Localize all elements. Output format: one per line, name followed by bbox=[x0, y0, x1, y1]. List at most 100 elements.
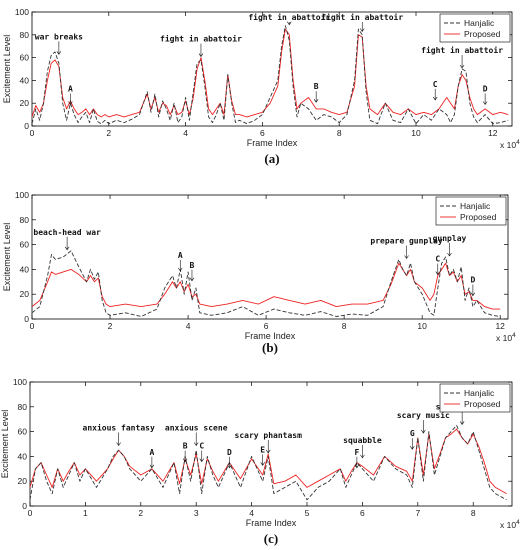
x-tick-label: 0 bbox=[30, 128, 35, 138]
series-line-hanjalic bbox=[31, 250, 501, 317]
x-tick-label: 8 bbox=[337, 128, 342, 138]
chart-panel-2: 0 20 40 60 80 100 0 2 4 6 8 10 12 Frame Index Exciteme… bbox=[2, 190, 516, 355]
y-tick-label: 60 bbox=[18, 427, 28, 437]
x-tick-label: 8 bbox=[342, 321, 347, 331]
annotation-label: D bbox=[227, 448, 232, 457]
x-tick-label: 12 bbox=[495, 321, 505, 331]
chart-panel-3: 0 20 40 60 80 100 0 1 2 3 4 5 6 7 8 Frame Index Exciteme… bbox=[0, 377, 520, 546]
annotation-arrowhead bbox=[260, 462, 265, 466]
legend-label-hanjalic: Hanjalic bbox=[464, 388, 495, 398]
y-tick-label: 40 bbox=[18, 451, 28, 461]
annotation-label: fight in abattoir bbox=[321, 12, 403, 22]
annotation-label: war breaks bbox=[35, 32, 83, 41]
legend-label-hanjalic: Hanjalic bbox=[464, 18, 495, 28]
annotation-arrowhead bbox=[410, 446, 415, 450]
annotation-label: prepare gunplay bbox=[370, 236, 442, 245]
x-tick-label: 2 bbox=[138, 508, 143, 518]
annotation-arrowhead bbox=[354, 464, 360, 469]
y-tick-label: 80 bbox=[20, 30, 30, 40]
x-tick-label: 6 bbox=[264, 321, 269, 331]
y-tick-label: 80 bbox=[18, 402, 28, 412]
legend-box bbox=[439, 13, 511, 43]
series-line-hanjalic bbox=[31, 25, 509, 125]
panel-label: (b) bbox=[262, 340, 278, 355]
y-tick-label: 0 bbox=[24, 121, 29, 131]
annotation-arrowhead bbox=[435, 271, 441, 276]
y-tick-label: 60 bbox=[20, 240, 30, 250]
annotation-label: G bbox=[410, 429, 415, 438]
y-tick-label: 40 bbox=[20, 264, 30, 274]
annotation-arrowhead bbox=[193, 442, 199, 447]
annotation-arrowhead bbox=[265, 449, 271, 454]
annotation-arrowhead bbox=[360, 454, 365, 459]
annotation-label: A bbox=[68, 84, 73, 93]
annotation-arrowhead bbox=[287, 21, 292, 26]
y-axis-title: Excitement Level bbox=[2, 35, 12, 104]
y-tick-label: 100 bbox=[15, 7, 29, 17]
y-axis-title: Excitement Level bbox=[0, 410, 10, 479]
annotation-arrowhead bbox=[421, 429, 426, 434]
x-tick-label: 0 bbox=[28, 508, 33, 518]
x-exponent-label: x 104 bbox=[500, 139, 520, 150]
chart-panel-1: 0 20 40 60 80 100 0 2 4 6 8 10 12 Frame Index Exciteme… bbox=[2, 7, 520, 166]
annotation-label: squabble bbox=[343, 436, 382, 445]
x-tick-label: 3 bbox=[194, 508, 199, 518]
x-tick-label: 8 bbox=[471, 508, 476, 518]
x-tick-label: 0 bbox=[30, 321, 35, 331]
annotation-label: C bbox=[435, 255, 440, 264]
plot-frame bbox=[31, 11, 513, 127]
x-tick-label: 1 bbox=[83, 508, 88, 518]
y-tick-label: 40 bbox=[20, 75, 30, 85]
annotation-arrowhead bbox=[198, 53, 204, 58]
x-tick-label: 6 bbox=[360, 508, 365, 518]
y-tick-label: 20 bbox=[18, 476, 28, 486]
x-axis-title: Frame Index bbox=[246, 518, 297, 528]
annotation-label: beach-head war bbox=[33, 228, 101, 237]
annotation-label: B bbox=[183, 442, 188, 451]
y-axis-title: Excitement Level bbox=[2, 223, 12, 292]
x-tick-label: 10 bbox=[417, 321, 427, 331]
y-tick-label: 100 bbox=[13, 377, 27, 387]
annotation-label: D bbox=[483, 84, 488, 93]
y-tick-label: 100 bbox=[15, 190, 29, 200]
annotation-label: fight in abattoir bbox=[421, 45, 503, 55]
annotation-label: anxious fantasy bbox=[83, 422, 155, 432]
panel-label: (c) bbox=[264, 531, 278, 546]
y-tick-label: 80 bbox=[20, 215, 30, 225]
x-tick-label: 2 bbox=[108, 321, 113, 331]
annotation-arrowhead bbox=[459, 64, 465, 69]
annotation-arrowhead bbox=[432, 96, 438, 101]
annotation-label: gunplay bbox=[433, 234, 467, 243]
annotation-arrowhead bbox=[359, 28, 365, 33]
x-tick-label: 10 bbox=[411, 128, 421, 138]
annotation-label: C bbox=[199, 442, 204, 451]
x-exponent-label: x 104 bbox=[500, 519, 520, 530]
legend-label-proposed: Proposed bbox=[464, 399, 501, 409]
annotation-arrowhead bbox=[149, 464, 155, 469]
series-line-proposed bbox=[31, 28, 509, 118]
legend-label-proposed: Proposed bbox=[464, 29, 501, 39]
legend-box bbox=[439, 383, 511, 413]
annotation-label: E bbox=[260, 445, 265, 454]
annotation-arrowhead bbox=[482, 101, 488, 106]
annotation-label: A bbox=[149, 448, 154, 457]
plot-frame bbox=[31, 194, 509, 320]
x-tick-label: 4 bbox=[183, 128, 188, 138]
x-tick-label: 7 bbox=[415, 508, 420, 518]
legend-label-hanjalic: Hanjalic bbox=[460, 201, 491, 211]
annotation-label: scary phantasm bbox=[235, 431, 303, 440]
annotation-arrowhead bbox=[313, 99, 319, 103]
annotation-arrowhead bbox=[199, 458, 204, 463]
annotation-label: fight in abattoir bbox=[160, 34, 242, 44]
x-exponent-label: x 104 bbox=[496, 332, 516, 343]
annotation-label: anxious scene bbox=[165, 422, 228, 432]
series-line-hanjalic bbox=[29, 424, 507, 501]
annotation-arrowhead bbox=[68, 101, 73, 106]
annotation-label: C bbox=[433, 80, 438, 89]
annotation-arrowhead bbox=[459, 421, 465, 425]
annotation-arrowhead bbox=[404, 255, 409, 260]
annotation-arrowhead bbox=[116, 442, 121, 447]
